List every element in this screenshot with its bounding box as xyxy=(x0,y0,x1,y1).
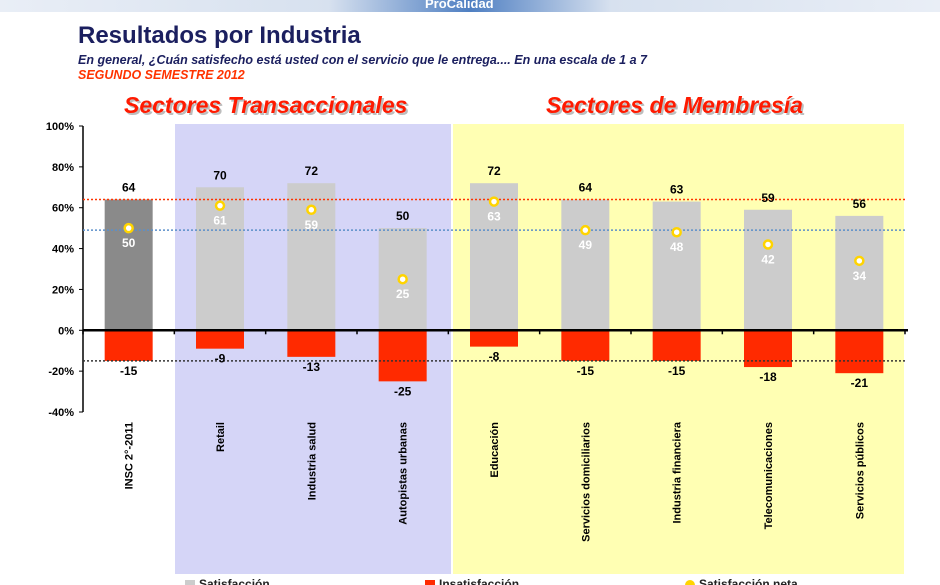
group-label-membership: Sectores de Membresía xyxy=(546,92,803,118)
category-label: INSC 2°-2011 xyxy=(124,422,136,489)
insatisfaction-value-label: -13 xyxy=(303,360,321,374)
net-satisfaction-marker xyxy=(397,273,408,285)
page-title: Resultados por Industria xyxy=(78,22,361,49)
satisfaction-value-label: 72 xyxy=(305,164,319,178)
y-tick-label: -40% xyxy=(48,407,74,419)
net-satisfaction-value-label: 48 xyxy=(670,240,684,254)
insatisfaction-bar xyxy=(470,330,518,347)
insatisfaction-bar xyxy=(378,330,427,382)
legend-item-insatisfaction: Insatisfacción xyxy=(425,577,519,585)
y-tick-label: 60% xyxy=(52,203,74,215)
legend-item-satisfaction: Satisfacción xyxy=(185,577,270,585)
insatisfaction-value-label: -15 xyxy=(668,364,686,378)
category-label: Servicios públicos xyxy=(854,422,866,519)
satisfaction-value-label: 59 xyxy=(761,191,775,205)
satisfaction-bar xyxy=(652,201,701,331)
satisfaction-bar xyxy=(470,183,518,331)
insatisfaction-value-label: -25 xyxy=(394,384,412,398)
category-label: Retail xyxy=(215,422,227,452)
insatisfaction-value-label: -9 xyxy=(215,352,226,366)
y-tick-label: 80% xyxy=(52,162,74,174)
insatisfaction-bar xyxy=(196,330,244,349)
satisfaction-bar xyxy=(196,187,244,331)
satisfaction-value-label: 50 xyxy=(396,209,410,223)
top-banner: ProCalidad xyxy=(0,0,940,12)
satisfaction-bar xyxy=(104,199,153,331)
category-label: Autopistas urbanas xyxy=(398,422,410,525)
chart-legend: Satisfacción Insatisfacción Satisfacción… xyxy=(175,577,905,585)
net-satisfaction-value-label: 34 xyxy=(853,269,867,283)
group-label-transactional: Sectores Transaccionales xyxy=(124,92,408,118)
insatisfaction-bar xyxy=(104,330,153,361)
net-satisfaction-marker xyxy=(123,222,134,234)
y-tick-label: 20% xyxy=(52,284,74,296)
satisfaction-value-label: 70 xyxy=(213,168,227,182)
semester-label: SEGUNDO SEMESTRE 2012 xyxy=(78,68,245,82)
satisfaction-value-label: 64 xyxy=(579,181,593,195)
category-label: Servicios domiciliarios xyxy=(580,422,592,542)
category-label: Educación xyxy=(489,422,501,478)
net-satisfaction-marker xyxy=(488,196,500,207)
satisfaction-value-label: 63 xyxy=(670,183,684,197)
net-satisfaction-value-label: 49 xyxy=(579,238,593,252)
category-label: Industria financiera xyxy=(672,421,684,523)
insatisfaction-bar xyxy=(652,330,701,361)
net-satisfaction-value-label: 63 xyxy=(487,210,501,224)
net-satisfaction-marker xyxy=(580,224,591,236)
y-tick-label: 100% xyxy=(46,121,74,133)
net-satisfaction-marker xyxy=(671,226,682,238)
insatisfaction-value-label: -18 xyxy=(759,370,777,384)
net-satisfaction-value-label: 59 xyxy=(305,218,319,232)
insatisfaction-bar xyxy=(561,330,610,361)
insatisfaction-value-label: -15 xyxy=(577,364,595,378)
net-satisfaction-marker xyxy=(762,239,774,250)
net-satisfaction-value-label: 42 xyxy=(761,252,775,266)
net-satisfaction-value-label: 50 xyxy=(122,236,136,250)
satisfaction-value-label: 72 xyxy=(487,164,501,178)
insatisfaction-value-label: -21 xyxy=(851,376,869,390)
net-satisfaction-marker xyxy=(214,200,226,211)
net-satisfaction-value-label: 61 xyxy=(213,214,227,228)
satisfaction-value-label: 56 xyxy=(853,197,867,211)
legend-item-net: Satisfacción neta xyxy=(685,577,798,585)
insatisfaction-bar xyxy=(835,330,884,374)
y-tick-label: 0% xyxy=(58,325,74,337)
satisfaction-bar xyxy=(561,199,610,331)
category-label: Industria salud xyxy=(306,422,318,500)
insatisfaction-value-label: -15 xyxy=(120,364,138,378)
brand-logo-text: ProCalidad xyxy=(425,0,494,11)
y-tick-label: 40% xyxy=(52,244,74,256)
net-satisfaction-value-label: 25 xyxy=(396,287,410,301)
insatisfaction-bar xyxy=(287,330,336,357)
page-subtitle: En general, ¿Cuán satisfecho está usted … xyxy=(78,53,647,67)
insatisfaction-value-label: -8 xyxy=(489,350,500,364)
satisfaction-bar xyxy=(744,209,792,331)
net-satisfaction-marker xyxy=(306,204,317,216)
satisfaction-value-label: 64 xyxy=(122,181,136,195)
y-tick-label: -20% xyxy=(48,366,74,378)
satisfaction-bar xyxy=(835,215,884,331)
net-satisfaction-marker xyxy=(854,255,865,267)
category-label: Telecomunicaciones xyxy=(763,422,775,529)
